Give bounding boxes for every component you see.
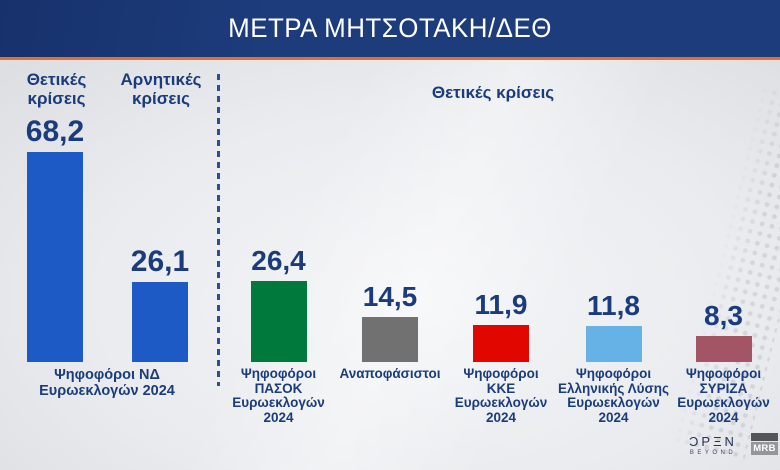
title-bar: ΜΕΤΡΑ ΜΗΤΣΟΤΑΚΗ/ΔΕΘ	[0, 0, 780, 60]
bar-syriza	[695, 336, 752, 362]
bar-value-nd-negative: 26,1	[130, 245, 190, 278]
bar-label-elliniki-lysi: Ψηφοφόροι Ελληνικής Λύσης Ευρωεκλογών 2024	[558, 366, 669, 425]
bar-label-undecided: Αναποφάσιστοι	[339, 366, 441, 381]
mrb-logo-band	[751, 433, 778, 441]
bar-group-nd-negative: 26,1	[118, 0, 202, 470]
bar-nd-positive	[27, 152, 83, 362]
open-tv-logo: ƆPΞN BEYOND	[686, 435, 740, 456]
section-divider-dashed-line	[217, 74, 220, 386]
mrb-logo-text: MRB	[751, 442, 778, 455]
bar-value-syriza: 8,3	[704, 300, 743, 331]
bar-value-kke: 11,9	[474, 289, 528, 320]
bar-elliniki-lysi	[585, 326, 642, 362]
bar-group-nd-positive: 68,2	[13, 0, 97, 470]
bar-group-undecided: 14,5 Αναποφάσιστοι	[328, 0, 452, 470]
bar-undecided	[362, 317, 418, 362]
bar-value-pasok: 26,4	[251, 245, 306, 276]
bar-group-elliniki-lysi: 11,8 Ψηφοφόροι Ελληνικής Λύσης Ευρωεκλογών…	[546, 0, 681, 470]
open-logo-beyond-text: BEYOND	[689, 450, 737, 456]
left-col-header-positive: Θετικές κρίσεις	[26, 70, 87, 108]
bar-group-pasok: 26,4 Ψηφοφόροι ΠΑΣΟΚ Ευρωεκλογών 2024	[222, 0, 335, 470]
bar-label-kke: Ψηφοφόροι ΚΚΕ Ευρωεκλογών 2024	[454, 366, 548, 425]
bar-pasok	[250, 281, 307, 362]
mrb-logo: MRB	[751, 433, 778, 455]
left-col-header-negative: Αρνητικές κρίσεις	[120, 70, 202, 108]
bar-kke	[473, 325, 529, 362]
bar-label-pasok: Ψηφοφόροι ΠΑΣΟΚ Ευρωεκλογών 2024	[232, 366, 325, 425]
bar-group-syriza: 8,3 Ψηφοφόροι ΣΥΡΙΖΑ Ευρωεκλογών 2024	[668, 0, 779, 470]
bar-value-elliniki-lysi: 11,8	[587, 290, 640, 321]
page-title: ΜΕΤΡΑ ΜΗΤΣΟΤΑΚΗ/ΔΕΘ	[228, 13, 552, 43]
bar-value-undecided: 14,5	[362, 281, 418, 312]
open-logo-wordmark: ƆPΞN	[689, 434, 737, 449]
bar-label-syriza: Ψηφοφόροι ΣΥΡΙΖΑ Ευρωεκλογών 2024	[677, 366, 770, 425]
bar-label-nd: Ψηφοφόροι ΝΔ Ευρωεκλογών 2024	[39, 367, 175, 399]
right-section-header: Θετικές κρίσεις	[431, 83, 555, 102]
bar-group-kke: 11,9 Ψηφοφόροι ΚΚΕ Ευρωεκλογών 2024	[445, 0, 557, 470]
bar-nd-negative	[132, 282, 188, 362]
bar-value-nd-positive: 68,2	[25, 115, 85, 148]
